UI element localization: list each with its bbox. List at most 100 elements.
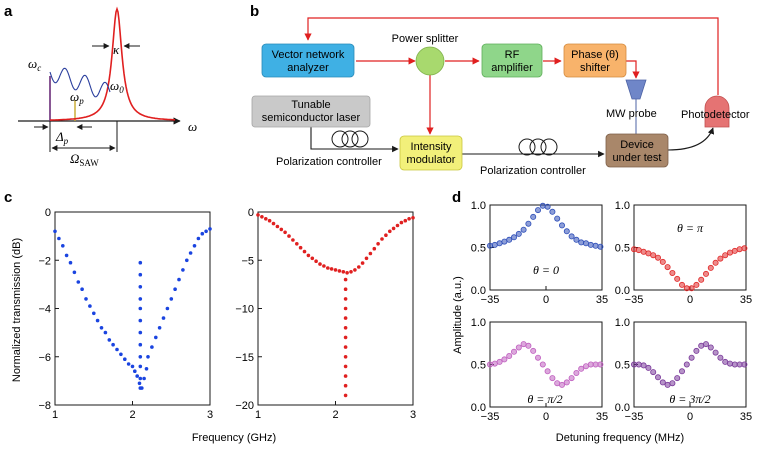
data-point	[380, 237, 384, 241]
data-point	[539, 361, 546, 368]
data-point	[693, 281, 700, 288]
data-point	[510, 234, 517, 241]
dut-box	[605, 133, 669, 168]
data-point	[264, 217, 268, 221]
data-point	[200, 231, 205, 236]
data-point	[343, 297, 348, 301]
y-tick-label: 0.5	[471, 243, 486, 255]
data-point	[659, 258, 666, 265]
data-point	[275, 224, 280, 229]
data-point	[688, 285, 695, 292]
y-tick-label: 1.0	[471, 200, 486, 212]
data-point	[568, 375, 575, 382]
data-point	[659, 379, 666, 386]
omega-axis-label: ω	[188, 119, 197, 134]
data-point	[314, 259, 318, 264]
mw-probe	[625, 79, 647, 100]
phase-label: Phase (θ) shifter	[571, 49, 619, 74]
data-point	[357, 265, 361, 269]
data-point	[169, 297, 174, 301]
modulator-label: Intensity modulator	[407, 141, 456, 166]
data-point	[563, 228, 570, 235]
y-tick-label: −20	[235, 400, 254, 412]
y-tick-label: 0	[45, 207, 51, 219]
data-point	[544, 368, 551, 375]
chart-c-right: 1 2 3 0 −5 −10 −15 −20	[235, 207, 416, 421]
y-tick-label: 0.5	[615, 243, 630, 255]
data-point	[535, 207, 542, 214]
x-tick-label: 0	[687, 294, 693, 306]
data-point	[343, 364, 348, 369]
plot-frame	[54, 211, 211, 406]
data-point	[306, 253, 311, 258]
data-point	[103, 330, 108, 335]
plot-frame	[257, 211, 414, 406]
data-point	[119, 352, 123, 357]
data-point	[506, 236, 513, 243]
data-point	[138, 260, 143, 265]
data-point	[631, 246, 638, 253]
plot-frame	[633, 204, 747, 291]
x-tick-label: 35	[740, 294, 752, 306]
data-point	[53, 229, 57, 234]
data-point	[279, 227, 284, 232]
data-point	[349, 270, 353, 274]
y-tick-label: 0.5	[471, 360, 486, 372]
data-point	[544, 203, 551, 210]
data-point	[388, 229, 392, 234]
y-tick-label: 1.0	[615, 317, 630, 329]
data-point	[674, 275, 681, 282]
data-point	[722, 252, 729, 259]
x-tick-label: 1	[255, 409, 261, 421]
data-point	[138, 285, 143, 289]
x-tick-label: −35	[481, 411, 500, 423]
data-point	[72, 270, 77, 275]
sideband-comb	[49, 67, 111, 98]
data-point	[185, 258, 189, 263]
data-point	[343, 277, 348, 282]
data-point	[712, 349, 719, 356]
data-point	[515, 344, 522, 351]
data-point	[322, 264, 326, 268]
photodetector-label: Photodetector	[681, 109, 750, 121]
data-point	[674, 375, 681, 382]
data-point	[138, 330, 143, 335]
data-point	[298, 245, 303, 250]
data-point	[138, 272, 143, 277]
data-point	[92, 311, 96, 316]
data-point	[563, 379, 570, 386]
data-point	[506, 352, 513, 359]
y-tick-label: −5	[241, 255, 254, 267]
data-point	[703, 341, 710, 348]
dut-to-detector	[667, 127, 715, 151]
y-tick-label: 0.0	[471, 285, 486, 297]
data-point	[302, 249, 307, 254]
chart-c-left: 1 2 3 0 −2 −4 −6 −8	[38, 207, 213, 421]
data-point	[142, 376, 146, 381]
data-point	[679, 368, 686, 375]
data-point	[741, 245, 748, 252]
data-point	[188, 251, 193, 255]
data-point	[530, 347, 537, 354]
data-point	[192, 244, 197, 248]
data-point	[271, 221, 276, 226]
c-ylabel: Normalized transmission (dB)	[11, 238, 23, 382]
data-point	[135, 374, 139, 378]
d-xlabel: Detuning frequency (MHz)	[556, 432, 684, 444]
data-point	[403, 218, 408, 223]
chart-d-4: −35 0 35 0.0 0.5 1.0 θ = 3π/2	[615, 317, 752, 423]
data-point	[559, 381, 566, 388]
data-point	[635, 361, 642, 368]
x-tick-label: 2	[129, 409, 135, 421]
data-point	[650, 369, 657, 376]
y-tick-label: −15	[235, 352, 254, 364]
data-point	[703, 270, 710, 277]
data-point	[260, 215, 264, 219]
x-tick-label: 1	[52, 409, 58, 421]
data-point	[57, 236, 61, 241]
rf-amp-box	[481, 43, 543, 78]
data-point	[592, 242, 599, 249]
y-tick-label: 0.0	[471, 402, 486, 414]
data-point	[510, 348, 517, 355]
theta-annotation: θ = π/2	[527, 392, 562, 406]
